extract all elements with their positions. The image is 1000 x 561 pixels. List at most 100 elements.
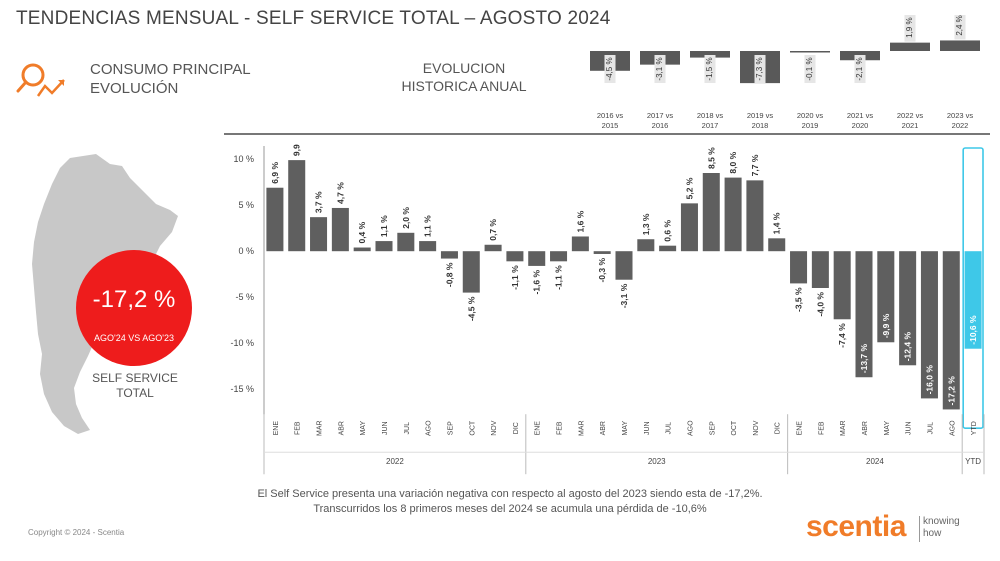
month-bar [659,245,677,252]
month-value-label: 8,5 % [706,147,716,169]
month-bar [397,232,415,252]
annual-category-label: 2019 [802,121,819,130]
subtitle-line-1: CONSUMO PRINCIPAL [90,61,251,78]
month-value-label: -1,1 % [554,265,564,290]
annual-value-label: -3,1 % [655,57,664,80]
brand-tagline-line-2: how [923,528,942,539]
month-category-label: JUN [382,421,389,435]
segment-label: SELF SERVICE TOTAL [82,371,188,401]
annual-category-label: 2020 vs [797,111,824,120]
month-category-label: MAY [884,421,891,436]
group-label: 2023 [648,457,666,466]
month-bar [310,217,328,252]
month-category-label: DIC [775,422,782,434]
annual-bar [940,40,980,51]
month-category-label: FEB [295,421,302,435]
month-category-label: FEB [557,421,564,435]
annual-category-label: 2021 [902,121,919,130]
month-value-label: -4,0 % [815,292,825,317]
ytd-highlight-frame [962,147,984,430]
month-bar [440,251,458,259]
kpi-value: -17,2 % [92,286,176,313]
month-bar [790,251,808,284]
month-value-label: 6,9 % [270,162,280,184]
annual-bar [890,42,930,51]
month-category-label: NOV [753,420,760,436]
annual-category-label: 2017 vs [647,111,674,120]
month-bar [746,180,764,252]
month-bar [419,241,437,252]
chart-separator-line [224,133,990,135]
footer-note: El Self Service presenta una variación n… [220,487,800,517]
month-category-label: MAR [578,420,585,436]
annual-category-label: 2019 vs [747,111,774,120]
y-tick-label: -5 % [235,292,254,302]
month-value-label: 1,4 % [772,212,782,234]
month-value-label: 1,3 % [641,213,651,235]
month-category-label: ABR [338,421,345,435]
month-category-label: DIC [513,422,520,434]
annual-chart-title: EVOLUCION HISTORICA ANUAL [400,59,528,95]
month-value-label: -16,0 % [924,365,934,395]
annual-label-bg [954,15,966,40]
month-category-label: MAY [622,421,629,436]
copyright: Copyright © 2024 - Scentia [28,528,125,537]
annual-category-label: 2022 vs [897,111,924,120]
month-bar [920,251,938,399]
month-bar [855,251,873,378]
month-value-label: -10,6 % [968,315,978,345]
month-category-label: ABR [600,421,607,435]
month-bar [702,173,720,252]
subtitle-line-2: EVOLUCIÓN [90,80,179,97]
page-title: TENDENCIAS MENSUAL - SELF SERVICE TOTAL … [16,8,611,29]
month-bar [877,251,895,343]
group-label: YTD [965,457,981,466]
y-tick-label: 5 % [238,200,254,210]
month-value-label: 1,6 % [575,210,585,232]
month-category-label: OCT [469,420,476,436]
month-value-label: -17,2 % [946,376,956,406]
annual-value-label: 2,4 % [955,15,964,35]
month-category-label: AGO [426,420,433,436]
month-bar [964,251,982,349]
month-category-label: MAR [840,420,847,436]
month-value-label: -0,3 % [597,258,607,283]
month-bar [528,251,546,266]
month-category-label: ENE [273,421,280,436]
month-bar [571,236,589,252]
brand-tagline: knowing how [923,516,960,540]
brand-logo: scentia [806,510,906,543]
magnifier-trend-icon [16,63,65,97]
month-value-label: -1,1 % [510,265,520,290]
annual-category-label: 2018 [752,121,769,130]
annual-title-line-1: EVOLUCION [422,60,506,76]
group-label: 2022 [386,457,404,466]
annual-label-bg [754,55,766,83]
month-category-label: SEP [709,421,716,435]
kpi-badge: -17,2 % AGO'24 VS AGO'23 [76,250,192,366]
month-category-label: JUN [644,421,651,435]
month-bar [593,251,611,254]
segment-label-line-1: SELF SERVICE [92,371,178,385]
month-bar [899,251,917,366]
month-value-label: 0,4 % [357,221,367,243]
month-value-label: 3,7 % [314,191,324,213]
month-category-label: OCT [731,420,738,436]
month-category-label: SEP [447,421,454,435]
annual-category-label: 2021 vs [847,111,874,120]
month-category-label: MAY [360,421,367,436]
month-category-label: JUL [404,422,411,435]
month-value-label: -12,4 % [903,332,913,362]
month-bar [833,251,851,320]
annual-value-label: 1,9 % [905,17,914,37]
annual-bar [790,51,830,53]
brand-separator [919,516,920,542]
annual-value-label: -7,3 % [755,57,764,80]
month-category-label: YTD [971,421,978,435]
month-value-label: 7,7 % [750,154,760,176]
month-value-label: -13,7 % [859,344,869,374]
month-value-label: 1,1 % [379,215,389,237]
month-bar [506,251,524,262]
month-bar [811,251,829,288]
